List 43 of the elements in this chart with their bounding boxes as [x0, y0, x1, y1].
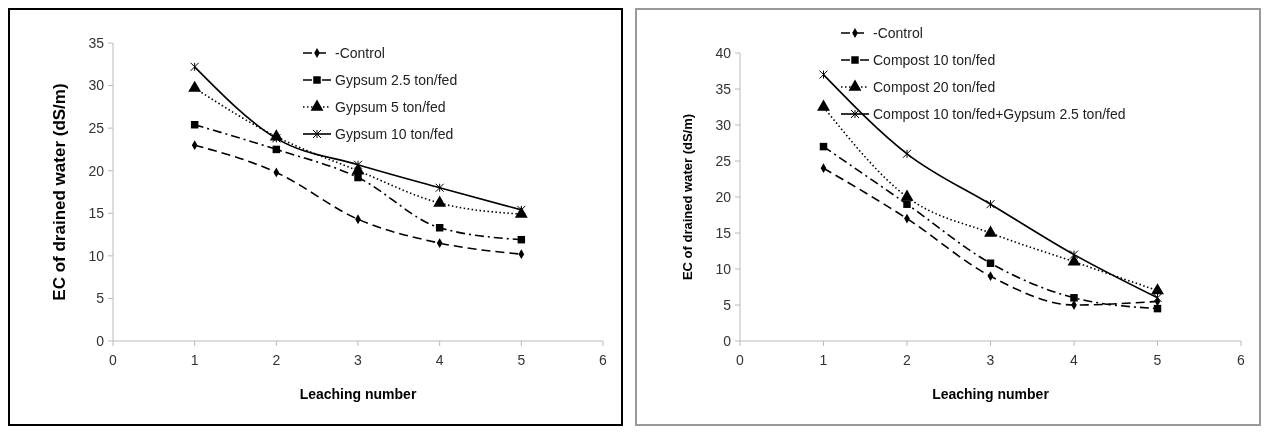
- y-tick-label: 20: [88, 162, 105, 179]
- y-tick-label: 15: [88, 205, 105, 222]
- x-tick-label: 5: [517, 352, 526, 368]
- x-tick-label: 0: [109, 352, 118, 368]
- y-tick-label: 0: [96, 332, 105, 349]
- x-tick-label: 3: [986, 352, 995, 368]
- x-tick-label: 6: [1237, 352, 1246, 368]
- legend-label: Compost 20 ton/fed: [873, 78, 996, 95]
- x-tick-label: 0: [736, 352, 745, 368]
- y-axis-title: EC of drained water (dS/m): [680, 113, 695, 281]
- y-tick-label: 40: [715, 44, 732, 61]
- x-tick-label: 6: [599, 352, 608, 368]
- legend-label: -Control: [335, 44, 385, 61]
- y-tick-label: 35: [88, 34, 105, 51]
- y-tick-label: 25: [715, 152, 732, 169]
- y-tick-label: 5: [723, 296, 732, 313]
- y-tick-label: 0: [723, 332, 732, 349]
- y-tick-label: 20: [715, 188, 732, 205]
- y-tick-label: 10: [715, 260, 732, 277]
- legend-label: Gypsum 10 ton/fed: [335, 125, 454, 142]
- x-tick-label: 4: [1070, 352, 1079, 368]
- y-tick-label: 15: [715, 224, 732, 241]
- legend-label: Gypsum 5 ton/fed: [335, 98, 446, 115]
- y-tick-label: 5: [96, 290, 105, 307]
- y-tick-label: 30: [88, 77, 105, 94]
- y-axis-title: EC of drained water (dS/m): [50, 83, 69, 301]
- x-tick-label: 2: [903, 352, 912, 368]
- x-tick-label: 4: [435, 352, 444, 368]
- legend-label: Gypsum 2.5 ton/fed: [335, 71, 458, 88]
- y-tick-label: 30: [715, 116, 732, 133]
- y-tick-label: 35: [715, 80, 732, 97]
- x-axis-title: Leaching number: [299, 386, 417, 402]
- x-tick-label: 1: [819, 352, 828, 368]
- y-tick-label: 10: [88, 247, 105, 264]
- legend-label: Compost 10 ton/fed: [873, 51, 996, 68]
- x-tick-label: 5: [1153, 352, 1162, 368]
- x-axis-title: Leaching number: [932, 386, 1050, 402]
- legend-label: Compost 10 ton/fed+Gypsum 2.5 ton/fed: [873, 105, 1126, 122]
- legend-label: -Control: [873, 24, 923, 41]
- x-tick-label: 3: [354, 352, 363, 368]
- x-tick-label: 1: [190, 352, 199, 368]
- y-tick-label: 25: [88, 120, 105, 137]
- x-tick-label: 2: [272, 352, 281, 368]
